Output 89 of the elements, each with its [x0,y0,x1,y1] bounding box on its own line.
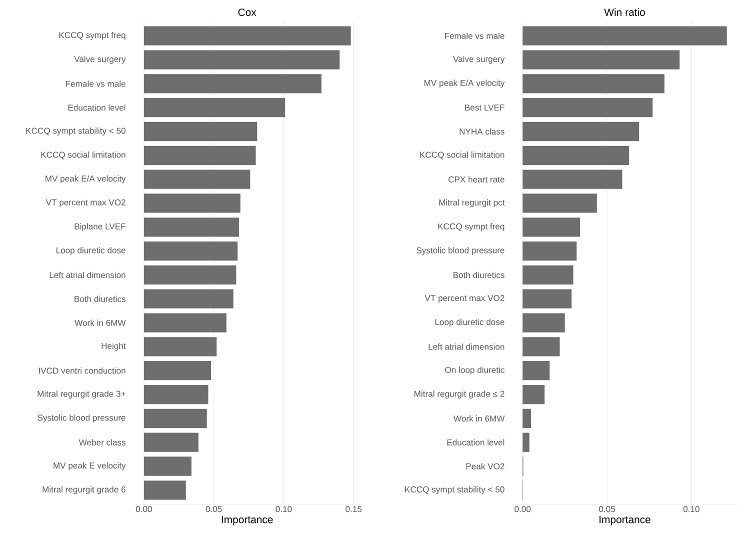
y-tick-label: KCCQ sympt freq [438,223,504,232]
y-tick-label: KCCQ sympt stability < 50 [405,486,504,494]
y-tick-label: Work in 6MW [454,415,505,422]
y-tick-label: Left atrial dimension [50,272,126,278]
bar [144,122,258,142]
y-tick-label: Valve surgery [74,56,126,64]
y-tick-label: Loop diuretic dose [435,318,504,327]
y-tick-label: NYHA class [460,128,504,135]
y-tick-label: IVCD ventri conduction [39,367,126,374]
y-tick-label: Female vs male [66,80,126,87]
chart-title: Win ratio [604,8,645,16]
y-tick-label: Weber class [78,439,126,446]
bar [144,480,186,500]
y-tick-label: Left atrial dimension [428,344,504,350]
bar [522,432,530,452]
y-tick-label: Systolic blood pressure [416,247,504,256]
x-tick-label: 0.05 [206,506,222,512]
x-tick-label: 0.10 [683,506,700,512]
y-tick-label: Mitral regurgit grade ≤ 2 [414,390,504,399]
bar [144,218,239,237]
x-axis-title: Importance [222,516,273,526]
y-tick-label: Height [102,342,126,351]
y-tick-label: Biplane LVEF [74,223,126,232]
bar [144,408,207,428]
y-tick-label: Mitral regurgit grade 3+ [38,390,126,399]
bar [144,313,226,332]
y-tick-label: VT percent max VO2 [424,294,504,303]
bar [522,146,629,165]
bar [522,408,532,428]
bar [522,74,664,94]
y-tick-label: KCCQ sympt stability < 50 [26,128,126,136]
y-tick-label: Systolic blood pressure [38,414,126,422]
bar [144,384,208,404]
bar [144,50,340,70]
bar [144,456,192,476]
bar [522,170,622,189]
bar [522,122,640,142]
y-tick-label: CPX heart rate [448,176,504,182]
bar [522,361,550,380]
x-tick-label: 0.10 [276,506,292,512]
y-tick-label: KCCQ social limitation [41,151,126,160]
y-tick-label: MV peak E/A velocity [424,80,505,88]
y-tick-label: Education level [447,439,504,446]
bar [522,313,565,332]
y-tick-label: MV peak E/A velocity [46,175,126,184]
bar [522,26,727,46]
bar [522,289,572,308]
y-tick-label: KCCQ social limitation [420,151,504,160]
bar [144,26,351,46]
x-tick-label: 0.15 [346,506,362,512]
y-tick-label: VT percent max VO2 [46,199,126,208]
x-tick-label: 0.00 [514,506,531,512]
bar [144,170,250,189]
y-tick-label: Mitral regurgit pct [439,199,505,208]
bar [522,218,580,237]
y-tick-label: Both diuretics [454,272,504,278]
bar [522,50,680,70]
bar [144,74,322,94]
bar [144,361,212,380]
x-tick-label: 0.00 [136,506,152,512]
bar [144,337,217,356]
chart-title: Cox [238,8,256,16]
y-tick-label: Best LVEF [465,104,504,111]
bar [522,194,597,213]
bar [522,265,574,285]
bar [144,241,238,261]
y-tick-label: Female vs male [444,32,504,39]
bar [144,98,286,118]
bar [144,265,236,285]
y-tick-label: Valve surgery [453,56,505,64]
bar [144,194,240,213]
y-tick-label: KCCQ sympt freq [59,32,126,40]
bar [144,146,256,165]
y-tick-label: Peak VO2 [466,463,504,470]
x-tick-label: 0.05 [599,506,616,512]
bar [522,98,653,118]
bar [144,289,234,308]
y-tick-label: Education level [68,104,126,111]
y-tick-label: Loop diuretic dose [56,247,126,256]
y-tick-label: MV peak E velocity [54,462,126,470]
y-tick-label: Work in 6MW [74,320,126,326]
bar [144,432,198,452]
bar [522,241,577,261]
y-tick-label: On loop diuretic [445,366,504,375]
x-axis-title: Importance [600,516,650,526]
y-tick-label: Mitral regurgit grade 6 [42,486,126,494]
bar [522,384,545,404]
bar [522,337,560,356]
y-tick-label: Both diuretics [74,296,126,302]
